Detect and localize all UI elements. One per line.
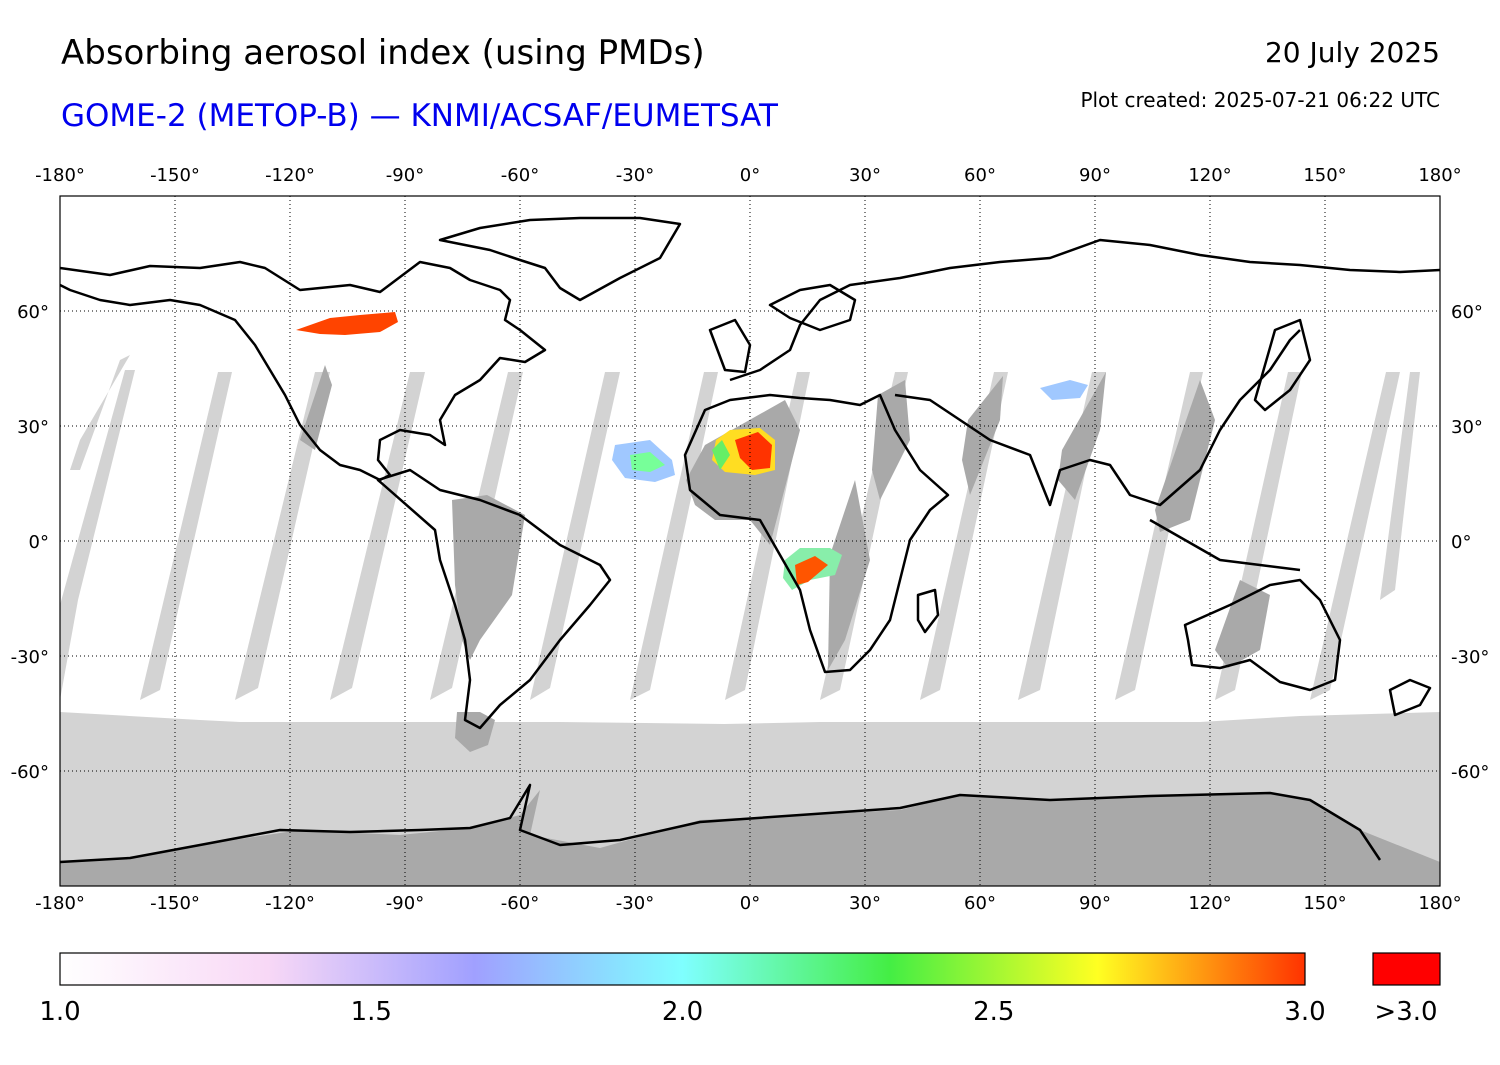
map-area — [60, 196, 1440, 886]
lat-tick-label-left: -60° — [11, 762, 49, 783]
lat-tick-label-right: -60° — [1451, 762, 1489, 783]
lat-tick-label-right: 60° — [1451, 302, 1483, 323]
plot-created-label: Plot created: 2025-07-21 06:22 UTC — [1080, 88, 1440, 112]
colorbar-overflow-swatch — [1372, 952, 1441, 986]
lon-tick-label-bottom: -180° — [35, 893, 85, 914]
lon-tick-label-bottom: -120° — [265, 893, 315, 914]
lat-tick-label-left: 0° — [29, 532, 49, 553]
lon-tick-label-top: 180° — [1418, 165, 1461, 186]
lon-tick-label-bottom: -60° — [501, 893, 539, 914]
lon-tick-label-top: -30° — [616, 165, 654, 186]
lat-tick-label-left: 60° — [17, 302, 49, 323]
lon-tick-label-bottom: 150° — [1303, 893, 1346, 914]
coastlines — [60, 216, 1440, 864]
lat-tick-label-right: 30° — [1451, 417, 1483, 438]
tick-labels: -180° -180° -150° -150° -120° -120° -90° -90° -6… — [11, 165, 1490, 914]
lon-tick-label-bottom: 60° — [964, 893, 996, 914]
lat-tick-label-left: -30° — [11, 647, 49, 668]
lon-tick-label-top: -180° — [35, 165, 85, 186]
lat-tick-label-right: -30° — [1451, 647, 1489, 668]
polar-night-area — [60, 365, 1440, 886]
lon-tick-label-top: 120° — [1188, 165, 1231, 186]
lon-tick-label-top: -90° — [386, 165, 424, 186]
lon-tick-label-bottom: -90° — [386, 893, 424, 914]
lon-tick-label-bottom: 120° — [1188, 893, 1231, 914]
map-subtitle: GOME-2 (METOP-B) — KNMI/ACSAF/EUMETSAT — [61, 98, 778, 134]
lon-tick-label-top: -120° — [265, 165, 315, 186]
colorbar-tick-label: 1.0 — [39, 997, 80, 1027]
lon-tick-label-bottom: -30° — [616, 893, 654, 914]
lon-tick-label-bottom: -150° — [150, 893, 200, 914]
colorbar-tick-label: 1.5 — [351, 997, 392, 1027]
lon-tick-label-top: 60° — [964, 165, 996, 186]
map-frame — [59, 195, 1441, 887]
lon-tick-label-top: 30° — [849, 165, 881, 186]
date-label: 20 July 2025 — [1264, 36, 1440, 69]
lon-tick-label-top: -60° — [501, 165, 539, 186]
lon-tick-label-top: 90° — [1079, 165, 1111, 186]
lon-tick-label-top: 150° — [1303, 165, 1346, 186]
colorbar-gradient — [59, 952, 1306, 986]
colorbar-tick-label: 3.0 — [1284, 997, 1325, 1027]
lon-tick-label-top: 0° — [740, 165, 760, 186]
colorbar-overflow-label: >3.0 — [1374, 997, 1437, 1027]
lon-tick-label-bottom: 90° — [1079, 893, 1111, 914]
lon-tick-label-top: -150° — [150, 165, 200, 186]
map-title: Absorbing aerosol index (using PMDs) — [61, 33, 705, 73]
colorbar: 1.0 1.5 2.0 2.5 3.0 >3.0 — [39, 952, 1441, 1027]
aerosol-plumes — [296, 312, 1088, 590]
graticule — [60, 196, 1440, 886]
lat-tick-label-left: 30° — [17, 417, 49, 438]
colorbar-tick-label: 2.0 — [662, 997, 703, 1027]
lat-tick-label-right: 0° — [1451, 532, 1471, 553]
lon-tick-label-bottom: 180° — [1418, 893, 1461, 914]
lon-tick-label-bottom: 30° — [849, 893, 881, 914]
lon-tick-label-bottom: 0° — [740, 893, 760, 914]
colorbar-tick-label: 2.5 — [973, 997, 1014, 1027]
